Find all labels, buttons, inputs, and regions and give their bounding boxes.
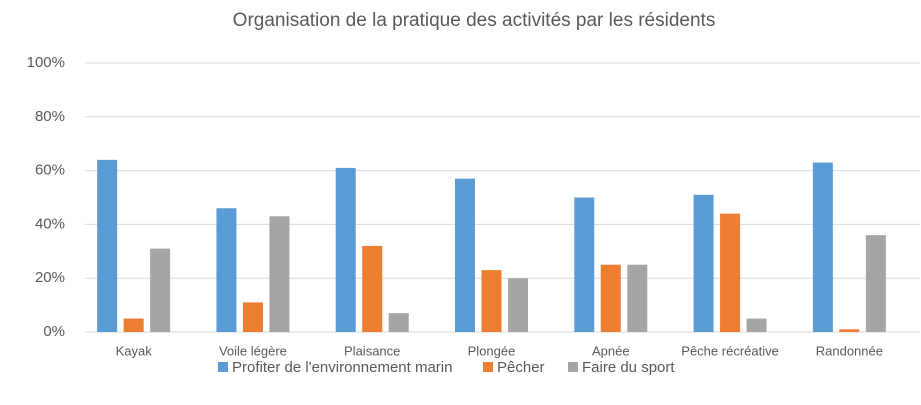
y-tick-label: 60% bbox=[35, 162, 65, 179]
bar bbox=[839, 329, 860, 332]
bar bbox=[693, 194, 714, 332]
bar bbox=[455, 178, 475, 332]
bar bbox=[335, 167, 356, 332]
bar bbox=[746, 318, 767, 332]
x-tick-label: Voile légère bbox=[219, 343, 287, 358]
chart-title: Organisation de la pratique des activité… bbox=[233, 10, 716, 31]
x-tick-label: Kayak bbox=[116, 343, 153, 358]
y-tick-label: 40% bbox=[35, 215, 65, 232]
bar bbox=[123, 318, 144, 332]
y-tick-label: 0% bbox=[43, 323, 65, 340]
x-tick-label: Plongée bbox=[468, 343, 516, 358]
x-tick-label: Plaisance bbox=[344, 343, 400, 358]
bar bbox=[242, 302, 263, 332]
x-tick-label: Pêche récréative bbox=[681, 343, 779, 358]
bar bbox=[720, 213, 741, 332]
bar bbox=[388, 313, 409, 332]
bar bbox=[627, 264, 648, 332]
legend-swatch bbox=[218, 362, 228, 372]
bar bbox=[865, 235, 886, 332]
bar bbox=[97, 159, 118, 332]
bar bbox=[150, 248, 171, 332]
bar bbox=[600, 264, 621, 332]
bar bbox=[574, 197, 595, 332]
legend-label: Pêcher bbox=[497, 359, 545, 376]
bar bbox=[481, 270, 502, 332]
y-tick-label: 100% bbox=[27, 54, 65, 71]
x-tick-label: Randonnée bbox=[816, 343, 883, 358]
bar bbox=[508, 278, 528, 332]
legend-swatch bbox=[483, 362, 493, 372]
legend-label: Faire du sport bbox=[582, 359, 675, 376]
bar bbox=[216, 208, 237, 332]
bar bbox=[362, 245, 383, 332]
y-tick-label: 80% bbox=[35, 108, 65, 125]
legend-swatch bbox=[568, 362, 578, 372]
bar bbox=[269, 216, 290, 332]
x-tick-label: Apnée bbox=[592, 343, 630, 358]
bar bbox=[812, 162, 833, 332]
legend-label: Profiter de l'environnement marin bbox=[232, 359, 452, 376]
y-tick-label: 20% bbox=[35, 269, 65, 286]
